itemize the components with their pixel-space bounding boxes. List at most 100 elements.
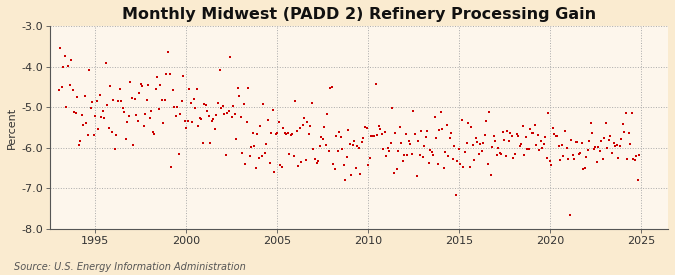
Point — [396, 141, 407, 145]
Point — [122, 120, 132, 124]
Point — [479, 133, 490, 137]
Point — [462, 120, 473, 125]
Point — [55, 46, 66, 50]
Point — [209, 127, 220, 132]
Point — [517, 123, 528, 128]
Point — [402, 153, 413, 158]
Point — [584, 139, 595, 144]
Point — [484, 110, 495, 114]
Point — [529, 123, 540, 128]
Point — [163, 50, 173, 54]
Point — [208, 117, 219, 121]
Point — [370, 82, 381, 87]
Point — [634, 153, 645, 157]
Point — [296, 160, 306, 164]
Point — [288, 154, 299, 158]
Point — [165, 165, 176, 169]
Point — [323, 149, 334, 153]
Point — [275, 163, 286, 167]
Point — [152, 75, 163, 79]
Point — [406, 152, 417, 156]
Point — [322, 112, 333, 117]
Point — [511, 132, 522, 136]
Point — [103, 126, 114, 130]
Point — [485, 173, 496, 177]
Point — [287, 132, 298, 136]
Point — [449, 144, 460, 148]
Point — [468, 158, 479, 162]
Point — [555, 158, 566, 162]
Point — [135, 81, 146, 86]
Point — [611, 143, 622, 147]
Point — [293, 164, 304, 169]
Point — [151, 87, 161, 92]
Point — [573, 152, 584, 156]
Point — [109, 147, 120, 151]
Point — [337, 147, 348, 151]
Point — [497, 130, 508, 134]
Point — [434, 128, 445, 133]
Point — [458, 165, 469, 169]
Point — [124, 114, 134, 118]
Point — [331, 134, 342, 138]
Point — [583, 147, 593, 152]
Point — [623, 131, 634, 135]
Point — [456, 117, 467, 122]
Point — [305, 123, 316, 128]
Point — [539, 142, 549, 146]
Point — [85, 106, 96, 111]
Point — [534, 148, 545, 153]
Point — [393, 149, 404, 153]
Point — [408, 109, 419, 113]
Point — [625, 142, 636, 146]
Point — [316, 135, 327, 139]
Point — [561, 146, 572, 150]
Point — [158, 120, 169, 125]
Point — [261, 142, 272, 146]
Point — [286, 133, 296, 138]
Point — [384, 149, 395, 154]
Point — [378, 147, 389, 151]
Point — [134, 90, 144, 95]
Point — [505, 131, 516, 135]
Point — [566, 138, 576, 142]
Point — [190, 106, 200, 110]
Point — [487, 145, 497, 150]
Point — [629, 158, 640, 162]
Point — [470, 136, 481, 140]
Point — [119, 110, 130, 114]
Point — [140, 112, 151, 116]
Point — [313, 159, 323, 163]
Point — [266, 131, 277, 135]
Point — [308, 146, 319, 151]
Point — [57, 85, 68, 89]
Point — [605, 134, 616, 138]
Point — [466, 125, 477, 129]
Point — [340, 177, 351, 182]
Point — [607, 150, 618, 155]
Point — [516, 141, 526, 146]
Point — [75, 139, 86, 143]
Point — [113, 98, 124, 103]
Point — [184, 87, 194, 92]
Point — [272, 131, 283, 135]
Point — [284, 152, 294, 157]
Point — [306, 101, 317, 105]
Point — [580, 155, 591, 160]
Point — [220, 153, 231, 157]
Point — [215, 106, 226, 110]
Y-axis label: Percent: Percent — [7, 106, 17, 148]
Point — [493, 146, 504, 151]
Point — [267, 108, 278, 112]
Point — [427, 150, 437, 154]
Point — [491, 153, 502, 157]
Point — [126, 96, 137, 100]
Point — [518, 152, 529, 157]
Point — [88, 133, 99, 138]
Point — [164, 71, 175, 76]
Point — [194, 116, 205, 120]
Point — [53, 88, 64, 92]
Point — [620, 111, 631, 116]
Point — [589, 147, 599, 151]
Point — [388, 171, 399, 175]
